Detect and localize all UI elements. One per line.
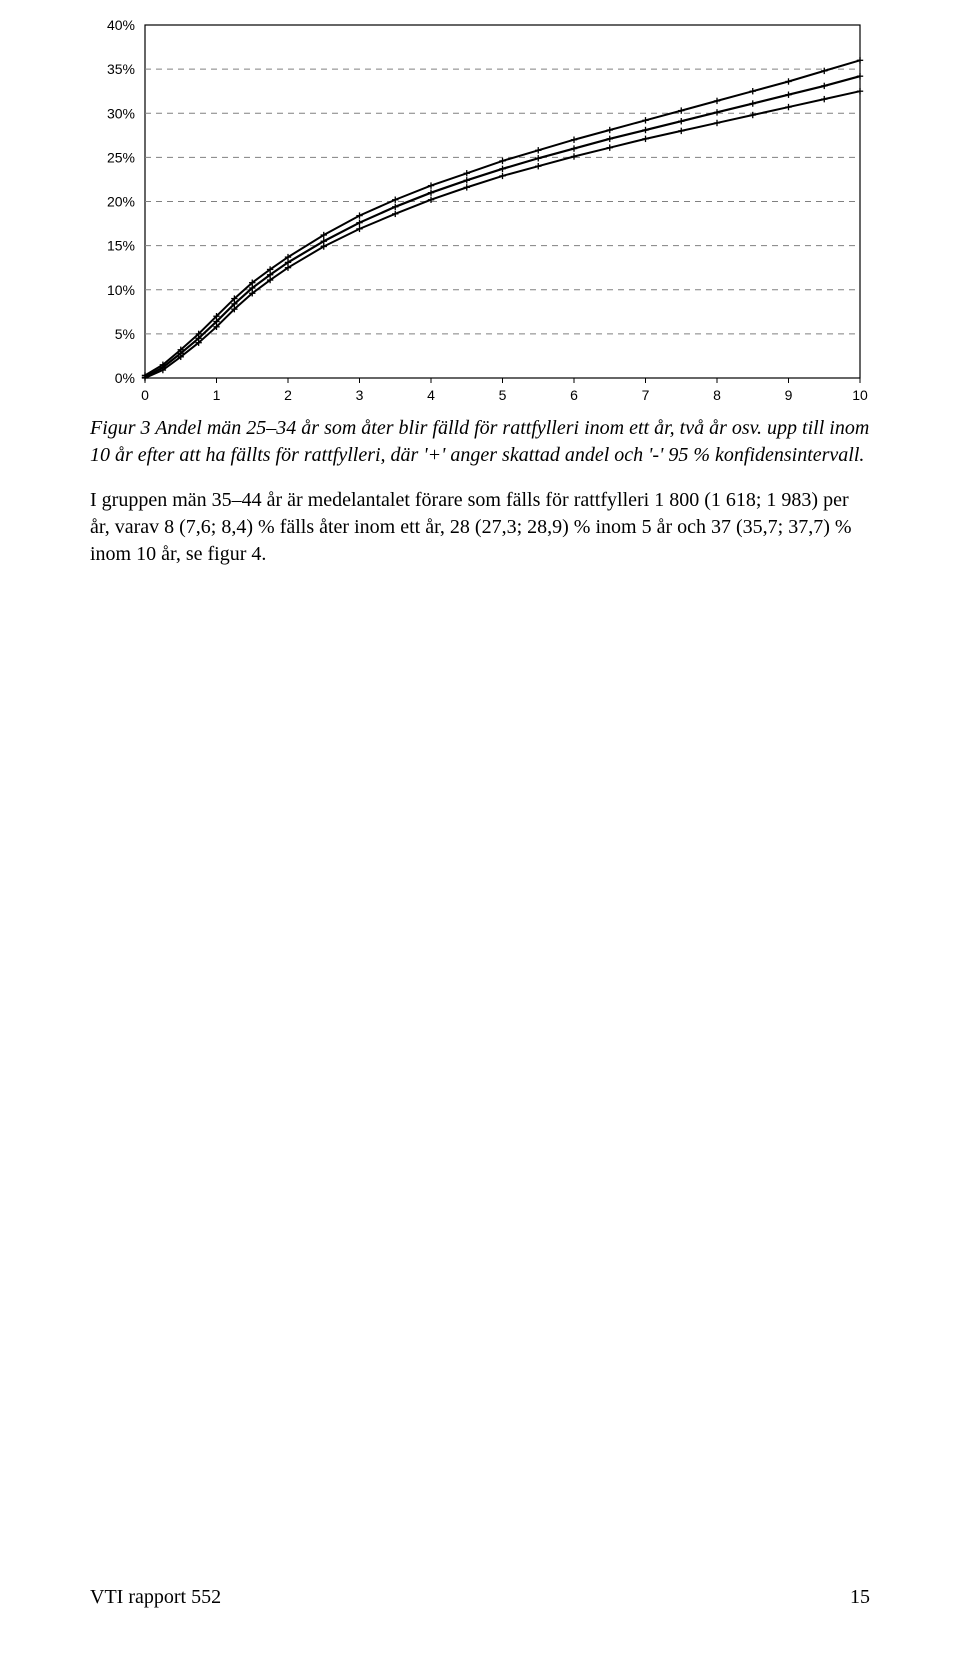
svg-text:6: 6: [570, 387, 578, 403]
footer-report-id: VTI rapport 552: [90, 1586, 221, 1609]
svg-text:9: 9: [785, 387, 793, 403]
svg-text:8: 8: [713, 387, 721, 403]
svg-text:0%: 0%: [115, 370, 135, 386]
svg-text:7: 7: [642, 387, 650, 403]
svg-text:4: 4: [427, 387, 435, 403]
footer-page-number: 15: [850, 1586, 870, 1609]
svg-text:5: 5: [499, 387, 507, 403]
figure-3-chart: 0% 5% 10% 15% 20% 25% 30% 35% 40% 0 1 2 3 4 5 6 7 8 9 10: [90, 20, 870, 405]
svg-text:35%: 35%: [107, 61, 135, 77]
svg-text:15%: 15%: [107, 238, 135, 254]
svg-text:25%: 25%: [107, 149, 135, 165]
svg-text:0: 0: [141, 387, 149, 403]
svg-text:5%: 5%: [115, 326, 135, 342]
svg-text:1: 1: [213, 387, 221, 403]
chart-svg: 0% 5% 10% 15% 20% 25% 30% 35% 40% 0 1 2 3 4 5 6 7 8 9 10: [90, 20, 870, 405]
body-paragraph: I gruppen män 35–44 år är medelantalet f…: [90, 487, 870, 568]
figure-3-caption: Figur 3 Andel män 25–34 år som åter blir…: [90, 415, 870, 469]
svg-text:20%: 20%: [107, 194, 135, 210]
svg-text:40%: 40%: [107, 20, 135, 33]
svg-text:3: 3: [356, 387, 364, 403]
svg-text:2: 2: [284, 387, 292, 403]
svg-text:30%: 30%: [107, 105, 135, 121]
svg-text:10: 10: [852, 387, 868, 403]
svg-text:10%: 10%: [107, 282, 135, 298]
